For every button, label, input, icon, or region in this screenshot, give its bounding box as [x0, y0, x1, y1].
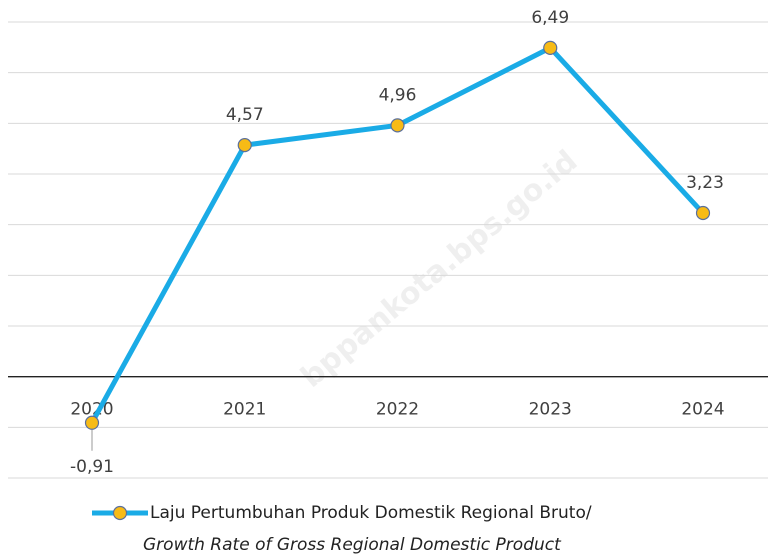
x-tick-label: 2024 — [681, 400, 724, 420]
point — [695, 205, 711, 221]
point — [390, 118, 405, 133]
x-tick-label: 2023 — [529, 400, 572, 420]
legend-label: Laju Pertumbuhan Produk Domestik Regiona… — [150, 503, 592, 523]
point — [237, 138, 252, 153]
point — [543, 40, 558, 55]
watermark: bppankota.bps.go.id — [294, 144, 584, 395]
x-tick-label: 2021 — [223, 400, 266, 420]
data-label: -0,91 — [70, 457, 114, 477]
data-label: 4,96 — [379, 85, 417, 105]
legend-label-en: Growth Rate of Gross Regional Domestic P… — [143, 535, 562, 555]
x-tick-label: 2022 — [376, 400, 419, 420]
point — [84, 415, 100, 430]
data-label: 4,57 — [226, 105, 264, 125]
data-label: 3,23 — [686, 173, 724, 193]
legend-marker — [112, 505, 128, 521]
data-label: 6,49 — [531, 8, 569, 28]
